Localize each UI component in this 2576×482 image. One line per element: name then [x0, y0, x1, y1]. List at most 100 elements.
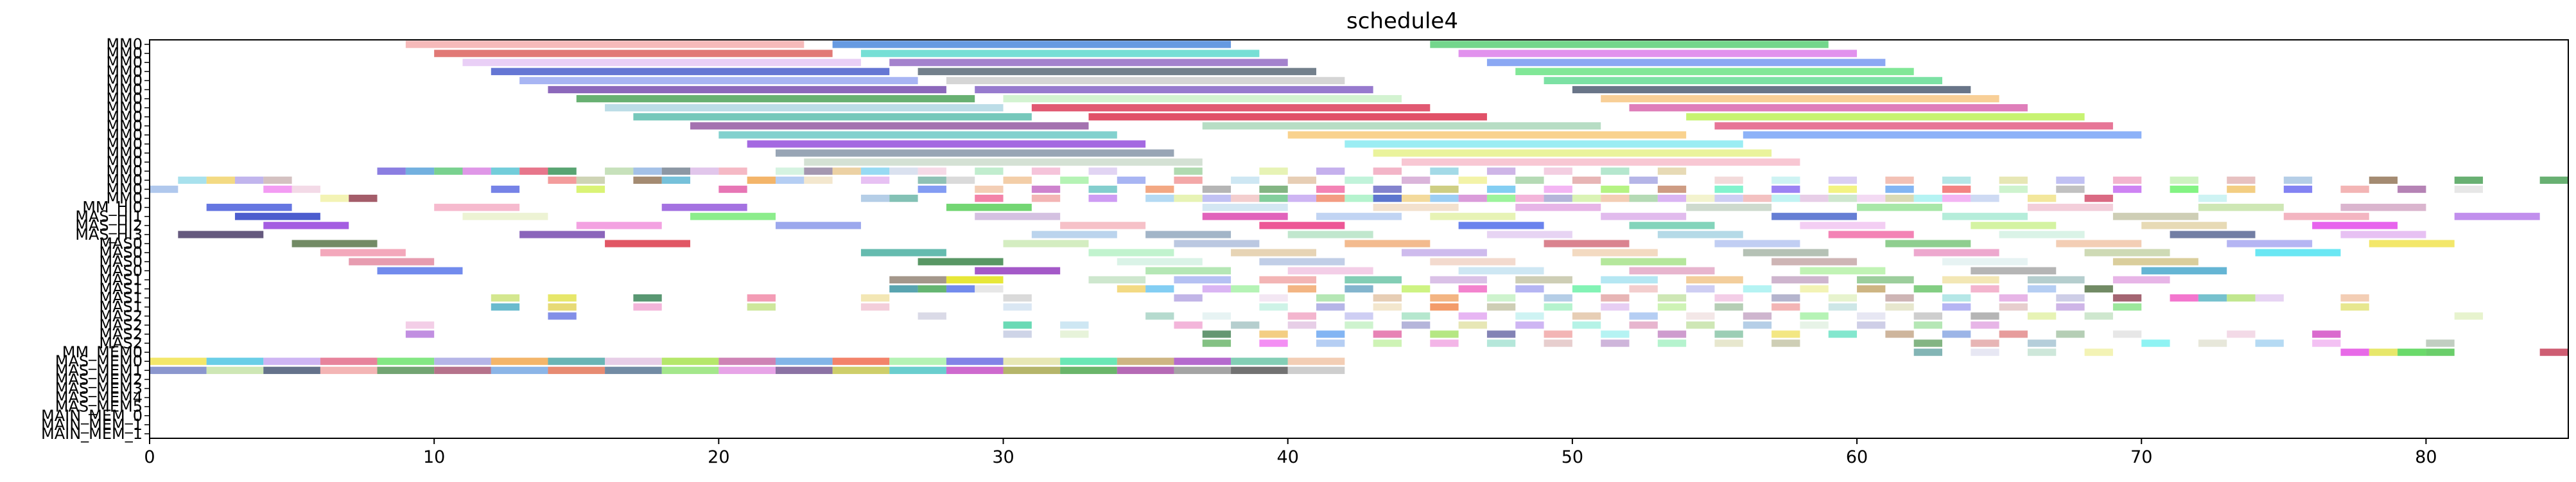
- task-bar: [206, 366, 264, 374]
- task-bar: [1231, 285, 1260, 293]
- task-bar: [661, 167, 691, 175]
- task-bar: [1316, 303, 1345, 311]
- task-bar: [1259, 303, 1288, 311]
- task-bar: [1686, 276, 1743, 284]
- task-bar: [661, 176, 691, 184]
- task-bar: [1145, 312, 1174, 320]
- task-bar: [2426, 339, 2455, 347]
- task-bar: [2198, 204, 2284, 211]
- task-bar: [2056, 240, 2142, 247]
- y-tick-label: MAS_HI2: [75, 217, 143, 235]
- task-bar: [633, 176, 662, 184]
- task-bar: [1316, 167, 1345, 175]
- task-bar: [1629, 104, 2028, 112]
- task-bar: [2084, 312, 2113, 320]
- task-bar: [2027, 348, 2057, 356]
- task-bar: [1515, 276, 1572, 284]
- task-bar: [1686, 194, 1715, 202]
- task-bar: [775, 149, 1174, 157]
- task-bar: [1259, 222, 1345, 229]
- task-bar: [1544, 339, 1572, 347]
- task-bar: [2255, 339, 2284, 347]
- bars-layer: [150, 40, 2568, 374]
- y-tick-label: MAS_HI1: [75, 208, 143, 226]
- task-bar: [2283, 213, 2369, 220]
- task-bar: [2454, 176, 2484, 184]
- task-bar: [1828, 231, 1914, 238]
- task-bar: [1544, 330, 1572, 338]
- task-bar: [548, 294, 577, 302]
- task-bar: [1515, 285, 1544, 293]
- task-bar: [1857, 204, 1943, 211]
- task-bar: [1231, 194, 1260, 202]
- task-bar: [1202, 213, 1288, 220]
- task-bar: [1174, 357, 1231, 365]
- y-tick-label: MAS2: [99, 307, 143, 325]
- task-bar: [1486, 194, 1516, 202]
- y-tick-label: MAS2: [99, 334, 143, 352]
- task-bar: [263, 357, 320, 365]
- task-bar: [1345, 140, 1743, 148]
- task-bar: [1174, 366, 1231, 374]
- task-bar: [1202, 194, 1231, 202]
- task-bar: [1316, 213, 1402, 220]
- task-bar: [1458, 222, 1544, 229]
- task-bar: [946, 176, 975, 184]
- task-bar: [633, 113, 1032, 121]
- task-bar: [1486, 294, 1516, 302]
- task-bar: [889, 167, 918, 175]
- task-bar: [1828, 194, 1858, 202]
- task-bar: [1714, 176, 1743, 184]
- task-bar: [150, 357, 207, 365]
- task-bar: [2454, 185, 2484, 193]
- task-bar: [918, 258, 1004, 265]
- task-bar: [775, 176, 805, 184]
- task-bar: [889, 58, 1288, 66]
- task-bar: [1999, 294, 2028, 302]
- task-bar: [462, 213, 548, 220]
- task-bar: [1117, 366, 1174, 374]
- task-bar: [1913, 249, 1999, 256]
- task-bar: [1771, 339, 1800, 347]
- task-bar: [1999, 303, 2028, 311]
- task-bar: [1714, 339, 1743, 347]
- task-bar: [605, 167, 634, 175]
- task-bar: [1430, 167, 1459, 175]
- task-bar: [1601, 339, 1630, 347]
- task-bar: [1544, 76, 1943, 85]
- task-bar: [1601, 303, 1630, 311]
- task-bar: [1316, 330, 1345, 338]
- task-bar: [1601, 258, 1687, 265]
- task-bar: [1942, 185, 1971, 193]
- task-bar: [548, 85, 946, 94]
- task-bar: [1971, 267, 2057, 274]
- task-bar: [1174, 240, 1260, 247]
- task-bar: [2198, 339, 2227, 347]
- task-bar: [1800, 267, 1886, 274]
- task-bar: [661, 366, 719, 374]
- task-bar: [1345, 176, 1373, 184]
- task-bar: [1544, 240, 1630, 247]
- task-bar: [1373, 149, 1772, 157]
- task-bar: [2170, 185, 2198, 193]
- task-bar: [1971, 285, 1999, 293]
- y-tick-label: MAS_MEM4: [55, 389, 143, 407]
- task-bar: [1971, 321, 1999, 329]
- task-bar: [1345, 276, 1402, 284]
- task-bar: [1913, 285, 1943, 293]
- y-tick-label: MM0: [106, 117, 143, 135]
- y-tick-label: MAS_MEM3: [55, 380, 143, 398]
- y-tick-label: MAIN_MEM_0: [41, 407, 143, 425]
- task-bar: [2112, 213, 2198, 220]
- task-bar: [975, 267, 1061, 274]
- task-bar: [1088, 167, 1117, 175]
- task-bar: [1942, 276, 1999, 284]
- task-bar: [1486, 185, 1516, 193]
- task-bar: [263, 222, 349, 229]
- task-bar: [889, 366, 946, 374]
- task-bar: [1287, 285, 1317, 293]
- y-tick-label: MM_HI0: [82, 199, 143, 217]
- task-bar: [1885, 303, 1914, 311]
- task-bar: [2340, 294, 2369, 302]
- task-bar: [2084, 348, 2113, 356]
